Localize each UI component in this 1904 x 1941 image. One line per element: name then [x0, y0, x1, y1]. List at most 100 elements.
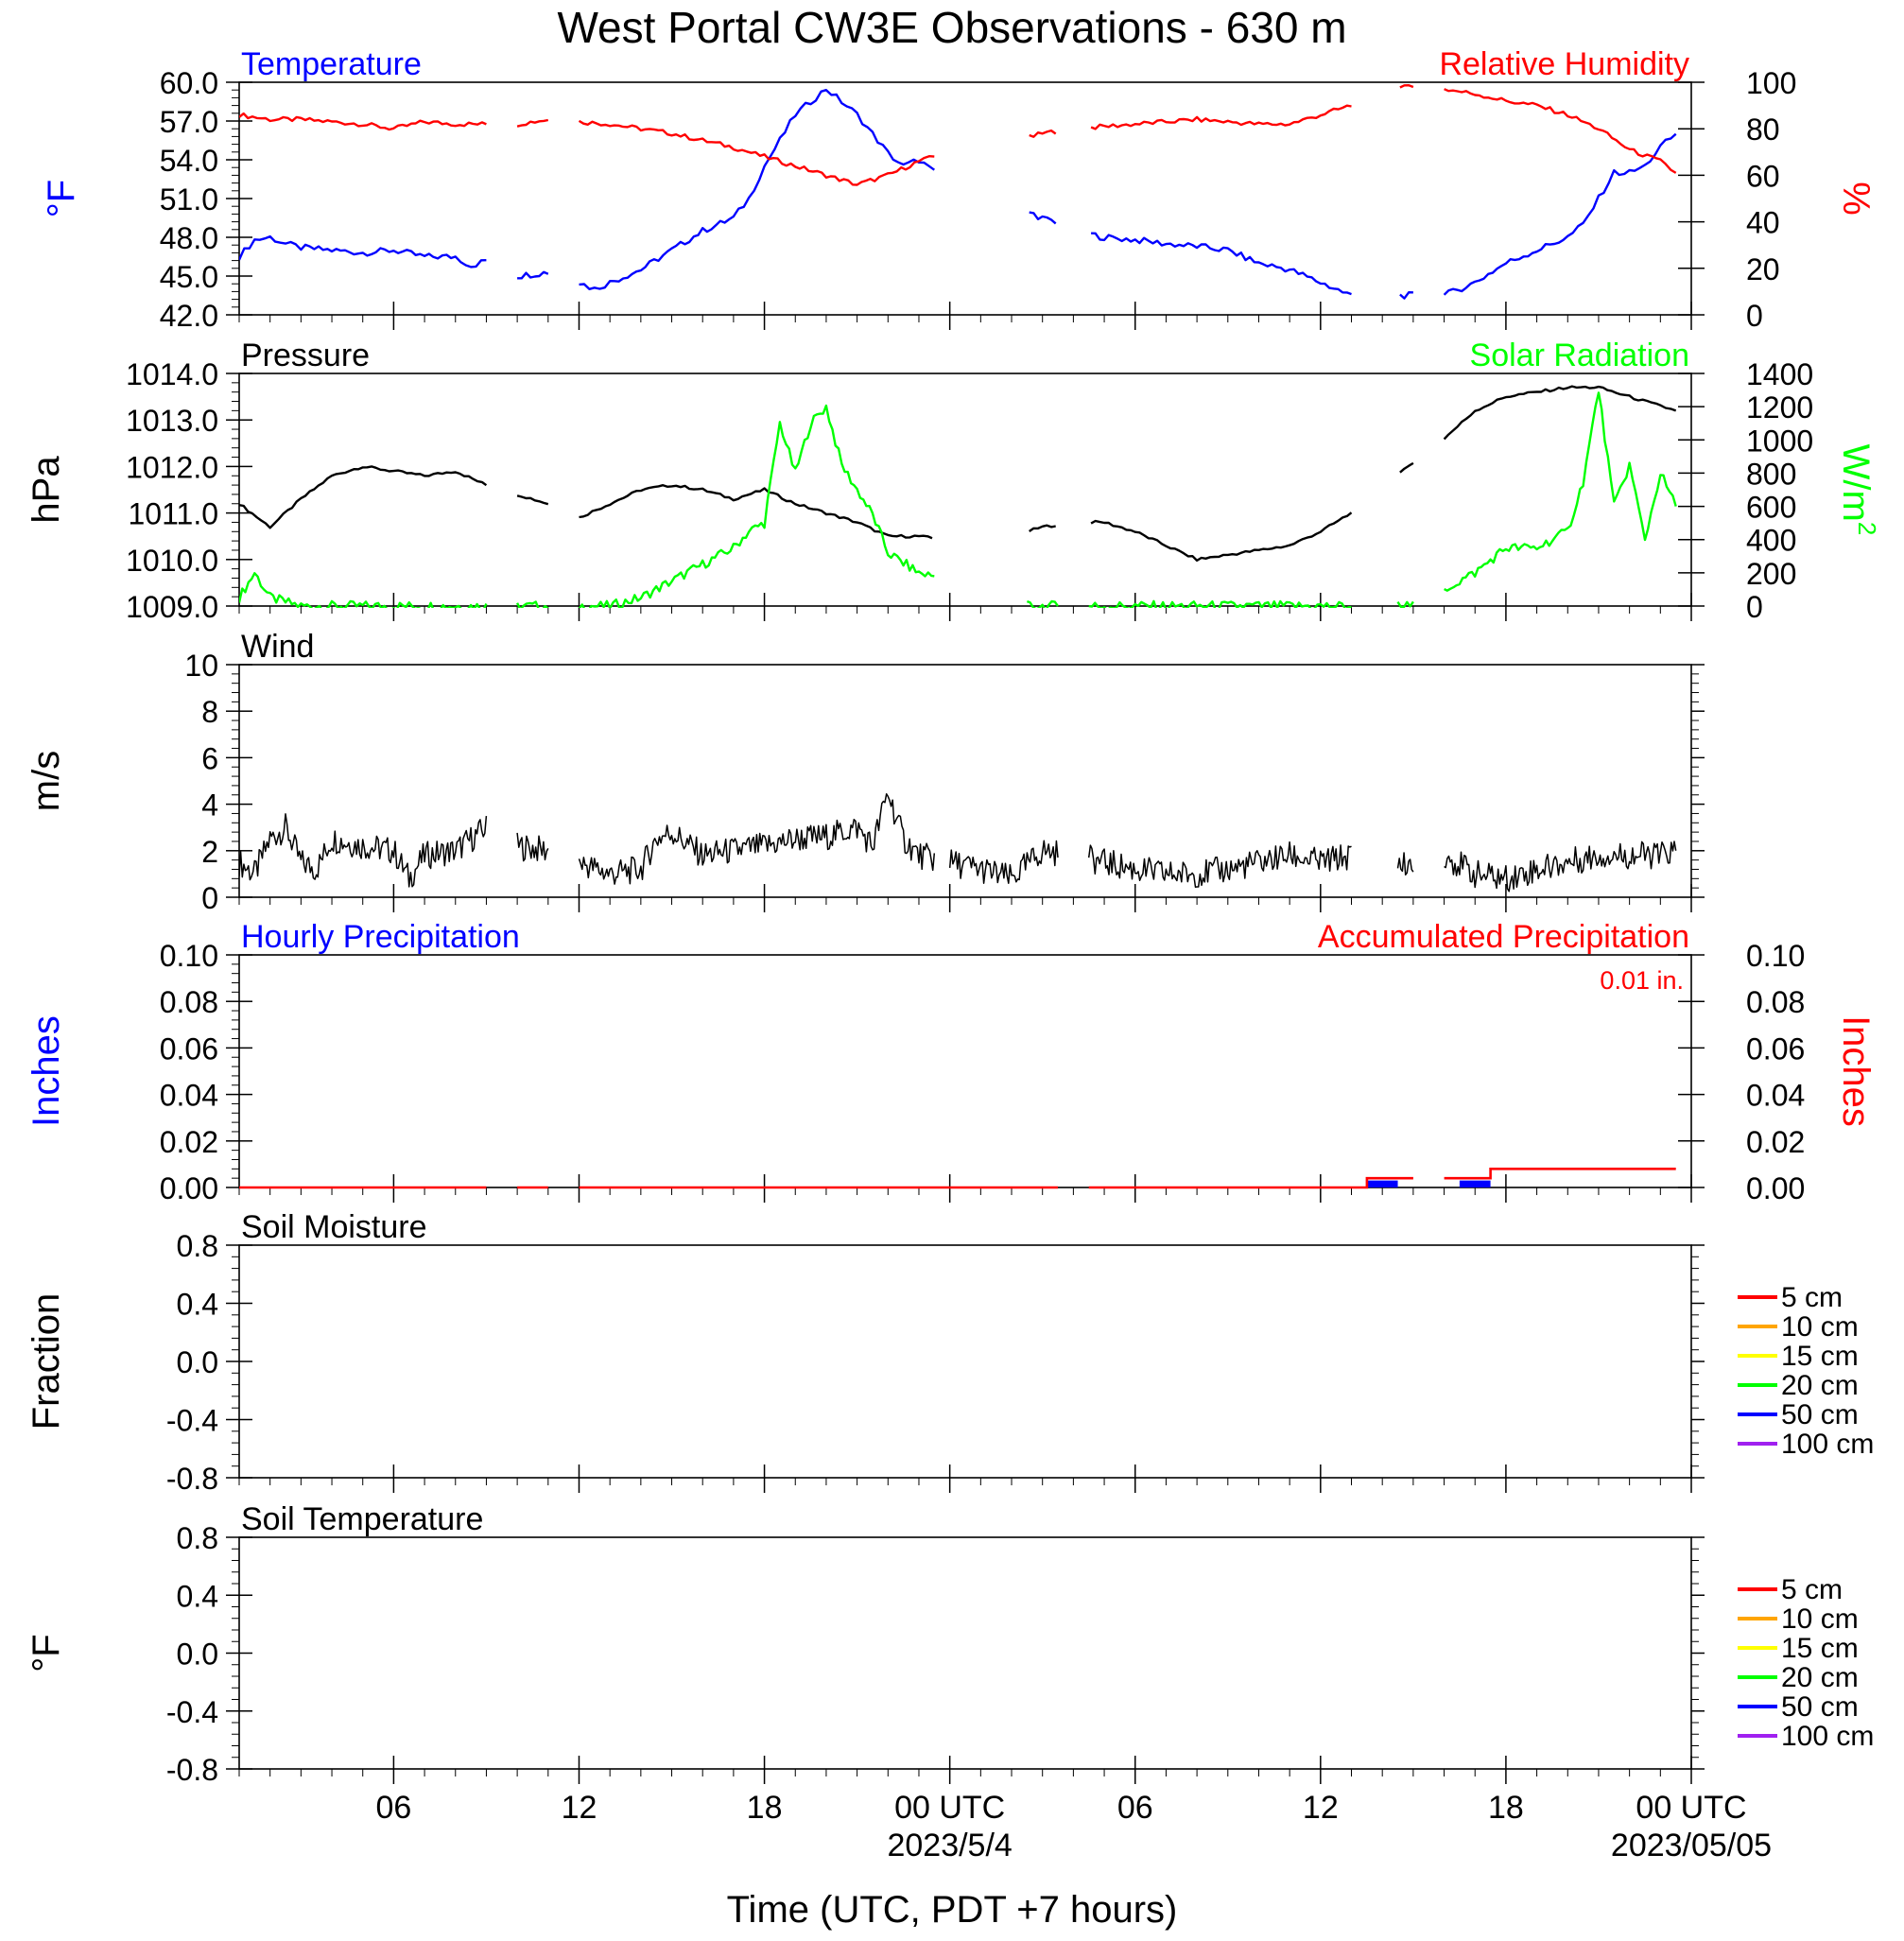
panel-right-ylabel: %	[1835, 182, 1877, 216]
right-tick-label: 400	[1746, 524, 1796, 558]
hourly-precip-bar	[1366, 1180, 1398, 1187]
left-tick-label: 54.0	[160, 144, 218, 178]
right-tick-label: 1000	[1746, 424, 1813, 458]
legend-label: 5 cm	[1781, 1574, 1843, 1605]
legend-label: 5 cm	[1781, 1282, 1843, 1313]
right-tick-label: 200	[1746, 557, 1796, 591]
panel-frame	[238, 1536, 1692, 1770]
x-tick-label: 00 UTC	[894, 1790, 1005, 1826]
x-date-label: 2023/05/05	[1611, 1828, 1772, 1863]
x-tick-label: 18	[747, 1790, 783, 1826]
left-tick-label: 0.4	[177, 1579, 218, 1613]
left-tick-label: 0.4	[177, 1288, 218, 1322]
panels: 60.057.054.051.048.045.042.0100806040200…	[26, 46, 1881, 1787]
panel-plot-area	[239, 84, 1677, 300]
panel-left-ylabel: Fraction	[26, 1293, 67, 1430]
right-tick-label: 0.08	[1746, 985, 1805, 1019]
series-line-temperature	[239, 89, 1677, 300]
panel-3: 10 8 6 4 2 0 Wind m/s	[26, 629, 1705, 915]
left-tick-label: 10	[184, 649, 218, 683]
right-tick-label: 80	[1746, 113, 1780, 147]
left-tick-label: 6	[201, 741, 218, 775]
panel-left-ylabel: hPa	[26, 456, 67, 524]
legend-label: 50 cm	[1781, 1691, 1859, 1723]
panel-1: 60.0 57.0 54.0 51.0 48.0 45.0 42.0 100 80 60 40 20 0…	[41, 46, 1877, 333]
right-tick-label: 20	[1746, 252, 1780, 286]
left-tick-label: 0.0	[177, 1345, 218, 1379]
panel-left-ylabel: Inches	[26, 1015, 67, 1127]
left-tick-label: 0.8	[177, 1229, 218, 1263]
left-tick-label: 0	[201, 881, 218, 915]
left-tick-label: 0.00	[160, 1171, 218, 1205]
panel-left-ylabel: m/s	[26, 751, 67, 811]
left-tick-label: 4	[201, 789, 218, 823]
right-tick-label: 0.10	[1746, 939, 1805, 973]
x-date-label: 2023/5/4	[887, 1828, 1012, 1863]
left-tick-label: 1011.0	[129, 497, 219, 531]
series-line-solar-radiation	[239, 391, 1677, 608]
left-tick-label: 0.06	[160, 1031, 218, 1066]
legend-label: 10 cm	[1781, 1603, 1859, 1635]
right-tick-label: 0.06	[1746, 1031, 1805, 1066]
x-axis-label: Time (UTC, PDT +7 hours)	[727, 1889, 1178, 1931]
left-tick-label: 1014.0	[126, 357, 218, 391]
left-tick-label: -0.8	[166, 1462, 218, 1496]
legend-label: 50 cm	[1781, 1399, 1859, 1430]
x-tick-label: 18	[1488, 1790, 1524, 1826]
legend-label: 15 cm	[1781, 1341, 1859, 1372]
right-tick-label: 60	[1746, 159, 1780, 193]
right-tick-label: 0.00	[1746, 1171, 1805, 1205]
panel-plot-area	[239, 792, 1677, 893]
panel-right-title: Relative Humidity	[1439, 46, 1689, 82]
left-tick-label: 0.08	[160, 985, 218, 1019]
legend-label: 15 cm	[1781, 1633, 1859, 1664]
left-tick-label: 60.0	[160, 66, 218, 100]
right-tick-label: 1200	[1746, 390, 1813, 425]
left-tick-label: 57.0	[160, 105, 218, 139]
left-tick-label: 48.0	[160, 221, 218, 255]
x-tick-label: 00 UTC	[1636, 1790, 1746, 1826]
panel-frame	[238, 1244, 1692, 1479]
panel-left-ylabel: °F	[41, 180, 82, 217]
panel-left-title: Hourly Precipitation	[241, 919, 520, 955]
panel-right-ylabel: Inches	[1835, 1015, 1877, 1127]
accumulated-precip-line	[239, 1168, 1676, 1189]
panel-frame	[238, 373, 1692, 607]
panel-right-ylabel-superscript: 2	[1853, 522, 1881, 535]
left-tick-label: 2	[201, 835, 218, 869]
x-tick-label: 12	[1303, 1790, 1339, 1826]
right-tick-label: 100	[1746, 66, 1796, 100]
series-line-wind	[239, 792, 1677, 893]
series-line-relative-humidity	[239, 84, 1677, 186]
right-tick-label: 0.02	[1746, 1125, 1805, 1159]
panel-plot-area	[239, 385, 1677, 608]
figure-title: West Portal CW3E Observations - 630 m	[557, 3, 1346, 52]
panel-left-title: Soil Moisture	[241, 1209, 427, 1245]
left-tick-label: 0.10	[160, 939, 218, 973]
left-tick-label: 0.02	[160, 1125, 218, 1159]
panel-4: 0.10 0.08 0.06 0.04 0.02 0.00 0.10 0.08 0.06 0.04…	[26, 919, 1877, 1205]
panel-left-title: Soil Temperature	[241, 1501, 483, 1537]
panel-plot-area	[239, 1168, 1676, 1189]
panel-frame	[238, 954, 1692, 1188]
x-tick-label: 06	[1117, 1790, 1153, 1826]
right-tick-label: 1400	[1746, 357, 1813, 391]
legend-label: 100 cm	[1781, 1429, 1874, 1460]
panel-frame	[238, 664, 1692, 898]
panel-right-title: Solar Radiation	[1470, 338, 1689, 373]
left-tick-label: -0.8	[166, 1753, 218, 1787]
left-tick-label: -0.4	[166, 1695, 218, 1729]
right-tick-label: 0.04	[1746, 1079, 1805, 1113]
panel-5: 0.8 0.4 0.0 -0.4 -0.8 Soil Moisture Fraction 5 …	[26, 1209, 1874, 1496]
hourly-precip-bar	[1459, 1180, 1491, 1187]
left-tick-label: 0.8	[177, 1521, 218, 1555]
left-tick-label: 1009.0	[126, 590, 218, 624]
panel-left-title: Wind	[241, 629, 314, 665]
panel-2: 1014.0 1013.0 1012.0 1011.0 1010.0 1009.0 1400…	[26, 338, 1881, 624]
left-tick-label: 1010.0	[126, 544, 218, 578]
left-tick-label: 8	[201, 695, 218, 729]
left-tick-label: 1012.0	[126, 450, 218, 484]
